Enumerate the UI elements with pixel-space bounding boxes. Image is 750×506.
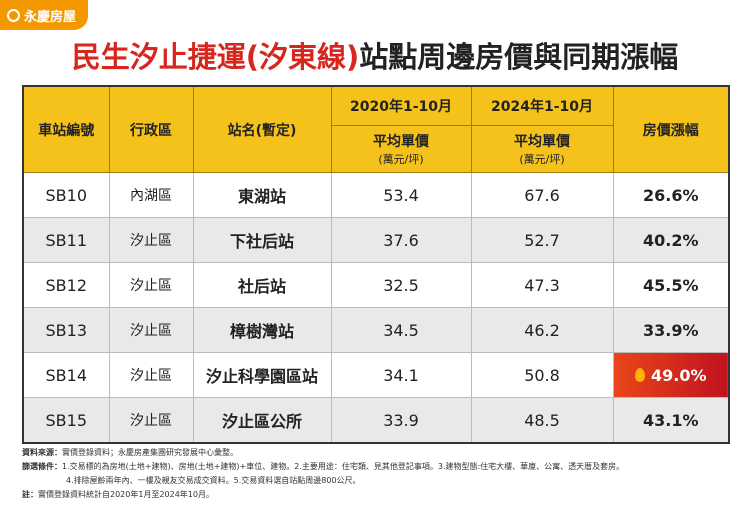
column-header: 2024年1-10月: [470, 85, 614, 126]
table-row: SB15 汐止區 汐止區公所 33.9 48.5 43.1%: [22, 397, 730, 444]
price-2020: 32.5: [330, 262, 472, 308]
station-name: 汐止科學園區站: [192, 352, 332, 398]
station-name: 樟樹灣站: [192, 307, 332, 353]
column-header: 行政區: [108, 85, 194, 173]
note-label: 資料來源：: [22, 448, 62, 457]
price-2020: 34.5: [330, 307, 472, 353]
subheader-unit: (萬元/坪): [378, 153, 424, 166]
station-code: SB13: [22, 307, 110, 353]
subheader-label: 平均單價: [514, 134, 570, 150]
station-code: SB11: [22, 217, 110, 263]
logo: 永慶房屋: [0, 0, 88, 30]
subheader-unit: (萬元/坪): [519, 153, 565, 166]
price-2020: 53.4: [330, 172, 472, 218]
station-code: SB14: [22, 352, 110, 398]
subheader: 平均單價 (萬元/坪): [470, 125, 614, 173]
price-change: 49.0%: [612, 352, 730, 398]
table-body: SB10 內湖區 東湖站 53.4 67.6 26.6% SB11 汐止區 下社后站 37.6 52…: [22, 172, 730, 444]
station-code: SB10: [22, 172, 110, 218]
table-row: SB13 汐止區 樟樹灣站 34.5 46.2 33.9%: [22, 307, 730, 353]
price-2024: 52.7: [470, 217, 614, 263]
price-2024: 46.2: [470, 307, 614, 353]
subheader: 平均單價 (萬元/坪): [330, 125, 472, 173]
note-line: 資料來源：實價登錄資料；永慶房產集團研究發展中心彙整。: [22, 446, 624, 460]
price-change: 26.6%: [612, 172, 730, 218]
note-text: 1.交易標的為房地(土地+建物)、房地(土地+建物)+車位、建物。2.主要用途：…: [62, 462, 625, 471]
price-2024: 48.5: [470, 397, 614, 444]
district: 汐止區: [108, 397, 194, 444]
note-text: 4.排除屋齡兩年內、一樓及親友交易成交資料。5.交易資料選自站點周邊800公尺。: [66, 476, 361, 485]
station-name: 汐止區公所: [192, 397, 332, 444]
district: 汐止區: [108, 217, 194, 263]
price-2024: 47.3: [470, 262, 614, 308]
table-row: SB11 汐止區 下社后站 37.6 52.7 40.2%: [22, 217, 730, 263]
station-name: 下社后站: [192, 217, 332, 263]
note-line: 註：實價登錄資料統計自2020年1月至2024年10月。: [22, 488, 624, 502]
station-name: 東湖站: [192, 172, 332, 218]
price-change: 33.9%: [612, 307, 730, 353]
district: 內湖區: [108, 172, 194, 218]
title: 民生汐止捷運(汐東線)站點周邊房價與同期漲幅: [0, 34, 750, 76]
price-change: 43.1%: [612, 397, 730, 444]
notes: 資料來源：實價登錄資料；永慶房產集團研究發展中心彙整。 篩選條件：1.交易標的為房…: [22, 446, 624, 502]
note-line: 篩選條件：1.交易標的為房地(土地+建物)、房地(土地+建物)+車位、建物。2.…: [22, 460, 624, 474]
price-2024: 67.6: [470, 172, 614, 218]
station-code: SB12: [22, 262, 110, 308]
title-rest: 站點周邊房價與同期漲幅: [359, 40, 679, 74]
column-header: 站名(暫定): [192, 85, 332, 173]
table-row: SB14 汐止區 汐止科學園區站 34.1 50.8 49.0%: [22, 352, 730, 398]
table-row: SB10 內湖區 東湖站 53.4 67.6 26.6%: [22, 172, 730, 218]
column-header: 房價漲幅: [612, 85, 730, 173]
price-2020: 33.9: [330, 397, 472, 444]
price-2020: 34.1: [330, 352, 472, 398]
note-text: 實價登錄資料統計自2020年1月至2024年10月。: [38, 490, 214, 499]
price-2024: 50.8: [470, 352, 614, 398]
district: 汐止區: [108, 352, 194, 398]
price-2020: 37.6: [330, 217, 472, 263]
note-label: 篩選條件：: [22, 462, 62, 471]
column-header: 2020年1-10月: [330, 85, 472, 126]
price-change: 40.2%: [612, 217, 730, 263]
note-text: 實價登錄資料；永慶房產集團研究發展中心彙整。: [62, 448, 238, 457]
column-header: 車站編號: [22, 85, 110, 173]
title-highlight: 民生汐止捷運(汐東線): [71, 40, 360, 74]
station-name: 社后站: [192, 262, 332, 308]
note-label: 註：: [22, 490, 38, 499]
subheader-label: 平均單價: [373, 134, 429, 150]
note-line: 4.排除屋齡兩年內、一樓及親友交易成交資料。5.交易資料選自站點周邊800公尺。: [22, 474, 624, 488]
price-change: 45.5%: [612, 262, 730, 308]
table-row: SB12 汐止區 社后站 32.5 47.3 45.5%: [22, 262, 730, 308]
price-table: 車站編號 行政區 站名(暫定) 2020年1-10月 2024年1-10月 房價…: [22, 85, 730, 444]
district: 汐止區: [108, 262, 194, 308]
district: 汐止區: [108, 307, 194, 353]
station-code: SB15: [22, 397, 110, 444]
